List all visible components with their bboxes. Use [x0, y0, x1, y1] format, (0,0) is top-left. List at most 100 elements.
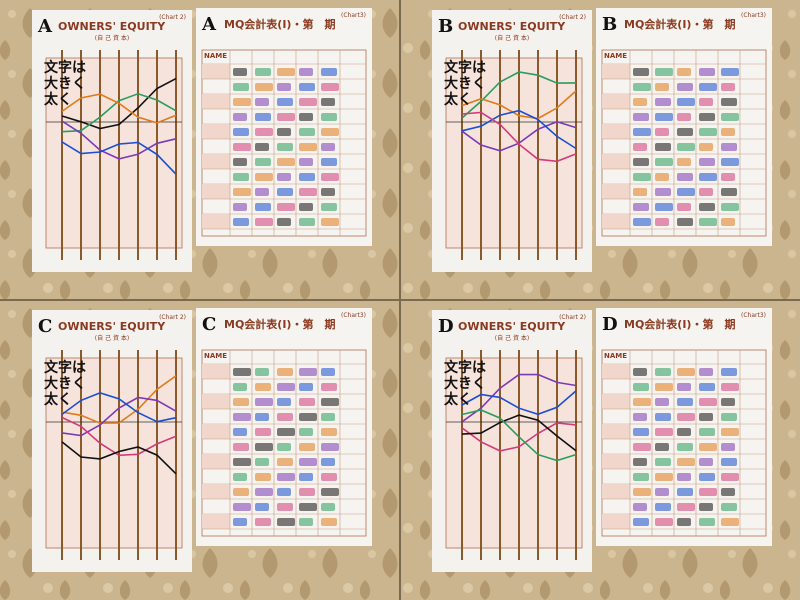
mq-title: MQ会計表(I)・第 期	[224, 17, 335, 31]
handwritten-figure	[633, 488, 651, 496]
handwritten-figure	[699, 383, 715, 391]
panel-letter: D	[438, 316, 454, 337]
handwritten-figure	[233, 398, 249, 406]
handwritten-figure	[721, 503, 737, 511]
handwritten-figure	[299, 398, 315, 406]
panel: A OWNERS' EQUITY(Chart 2) (自 己 資 本) 文字は大きく太…	[32, 8, 372, 272]
hand-drawn-line	[61, 93, 177, 124]
mq-row-shade	[602, 214, 630, 229]
handwritten-figure	[655, 113, 673, 121]
mq-row-shade	[202, 124, 230, 139]
panel: B OWNERS' EQUITY(Chart 2) (自 己 資 本) 文字は大きく太…	[432, 8, 772, 272]
mq-name-label: NAME	[204, 352, 227, 360]
handwritten-figure	[255, 443, 273, 451]
handwritten-figure	[299, 98, 317, 106]
hand-drawn-line	[61, 392, 177, 423]
handwritten-figure	[677, 413, 695, 421]
handwritten-note: 大きく	[44, 375, 86, 392]
handwritten-figure	[277, 188, 293, 196]
equity-subtitle: (自 己 資 本)	[495, 34, 529, 42]
mq-row-shade	[602, 454, 630, 469]
handwritten-figure	[299, 158, 313, 166]
handwritten-figure	[655, 368, 671, 376]
handwritten-figure	[299, 428, 313, 436]
handwritten-figure	[721, 173, 735, 181]
mq-row-shade	[602, 64, 630, 79]
handwritten-figure	[655, 128, 669, 136]
equity-chart-label: (Chart 2)	[159, 314, 186, 321]
handwritten-figure	[299, 113, 313, 121]
handwritten-figure	[233, 188, 251, 196]
handwritten-figure	[699, 473, 715, 481]
handwritten-figure	[321, 158, 337, 166]
mq-table	[201, 49, 367, 237]
handwritten-figure	[721, 203, 739, 211]
handwritten-figure	[255, 173, 273, 181]
handwritten-figure	[633, 143, 647, 151]
handwritten-figure	[233, 458, 251, 466]
handwritten-figure	[633, 128, 651, 136]
handwritten-figure	[633, 203, 649, 211]
hand-drawn-line	[61, 416, 177, 457]
handwritten-figure	[277, 203, 295, 211]
handwritten-figure	[299, 83, 315, 91]
mq-row-shade	[602, 94, 630, 109]
handwritten-figure	[699, 518, 715, 526]
hand-drawn-line	[61, 92, 177, 133]
handwritten-figure	[699, 83, 717, 91]
handwritten-figure	[321, 173, 339, 181]
panel: D OWNERS' EQUITY(Chart 2) (自 己 資 本) 文字は大きく太…	[432, 308, 772, 572]
handwritten-figure	[255, 158, 271, 166]
handwritten-figure	[655, 443, 669, 451]
hand-drawn-line	[61, 441, 177, 475]
handwritten-figure	[255, 113, 271, 121]
chart-area	[45, 57, 183, 249]
handwritten-figure	[321, 488, 339, 496]
handwritten-figure	[699, 203, 715, 211]
handwritten-figure	[655, 68, 673, 76]
handwritten-note: 太く	[444, 391, 472, 408]
handwritten-figure	[299, 503, 317, 511]
hand-drawn-line	[461, 422, 577, 452]
handwritten-figure	[255, 503, 269, 511]
handwritten-figure	[655, 143, 671, 151]
mq-row-shade	[202, 364, 230, 379]
handwritten-figure	[699, 488, 717, 496]
handwritten-figure	[277, 428, 295, 436]
handwritten-figure	[299, 473, 313, 481]
handwritten-figure	[699, 68, 715, 76]
mq-title: MQ会計表(I)・第 期	[224, 317, 335, 331]
handwritten-figure	[677, 188, 695, 196]
handwritten-figure	[655, 518, 673, 526]
handwritten-figure	[255, 68, 271, 76]
handwritten-figure	[721, 383, 739, 391]
handwritten-figure	[699, 218, 717, 226]
handwritten-figure	[277, 458, 293, 466]
mq-row-shade	[202, 94, 230, 109]
mq-row-shade	[602, 514, 630, 529]
handwritten-figure	[321, 458, 335, 466]
handwritten-figure	[233, 428, 247, 436]
handwritten-figure	[633, 473, 649, 481]
handwritten-figure	[233, 68, 247, 76]
handwritten-figure	[721, 488, 735, 496]
mq-row-shade	[602, 424, 630, 439]
handwritten-figure	[655, 83, 669, 91]
handwritten-figure	[633, 518, 649, 526]
handwritten-figure	[277, 503, 293, 511]
handwritten-figure	[321, 383, 337, 391]
chart-area	[445, 57, 583, 249]
handwritten-figure	[321, 143, 335, 151]
handwritten-figure	[677, 83, 693, 91]
handwritten-figure	[721, 398, 735, 406]
handwritten-figure	[277, 443, 291, 451]
handwritten-figure	[277, 83, 291, 91]
handwritten-figure	[321, 218, 339, 226]
handwritten-figure	[233, 443, 249, 451]
mq-row-shade	[202, 424, 230, 439]
handwritten-figure	[299, 518, 313, 526]
handwritten-figure	[321, 98, 335, 106]
handwritten-figure	[277, 488, 291, 496]
handwritten-figure	[321, 68, 337, 76]
